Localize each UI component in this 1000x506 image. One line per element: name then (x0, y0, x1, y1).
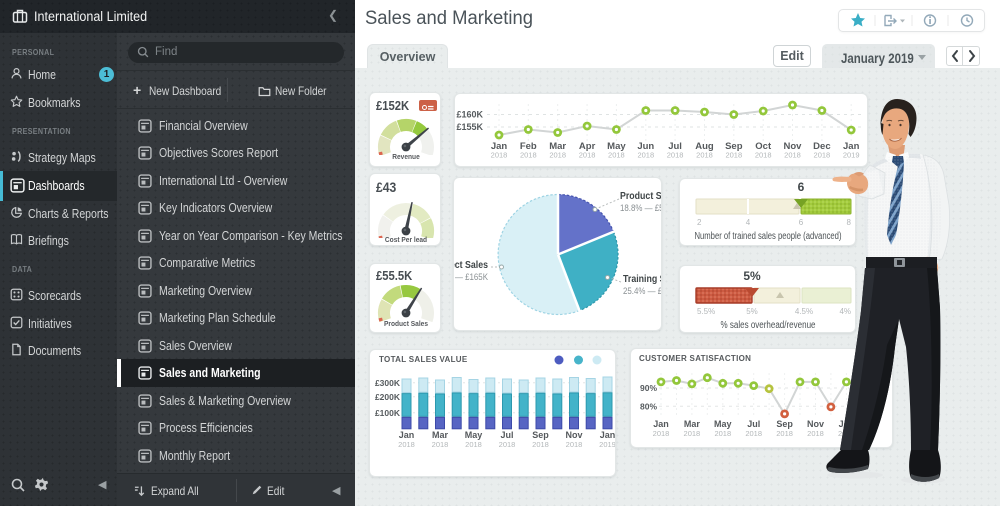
svg-text:May: May (607, 141, 626, 152)
svg-text:5.5%: 5.5% (697, 307, 715, 316)
svg-text:£160K: £160K (456, 110, 483, 120)
svg-text:May: May (714, 419, 732, 429)
svg-text:Nov: Nov (784, 141, 803, 152)
svg-text:5%: 5% (746, 307, 758, 316)
svg-text:2018: 2018 (465, 440, 482, 449)
svg-text:Apr: Apr (579, 141, 596, 152)
svg-text:Nov: Nov (565, 430, 582, 440)
svg-text:£155K: £155K (456, 122, 483, 132)
svg-text:2018: 2018 (532, 440, 549, 449)
svg-text:4%: 4% (839, 307, 851, 316)
svg-text:Dec: Dec (813, 141, 830, 152)
svg-text:2018: 2018 (653, 429, 670, 438)
svg-text:Jan: Jan (491, 141, 508, 152)
svg-text:2018: 2018 (520, 151, 537, 160)
svg-text:4: 4 (746, 218, 751, 227)
svg-text:2019: 2019 (599, 440, 616, 449)
svg-text:5%: 5% (743, 269, 761, 283)
svg-text:6: 6 (798, 180, 805, 194)
svg-text:2018: 2018 (696, 151, 713, 160)
svg-text:2: 2 (697, 218, 702, 227)
svg-text:2018: 2018 (499, 440, 516, 449)
svg-text:Aug: Aug (695, 141, 714, 152)
svg-text:Jun: Jun (637, 141, 654, 152)
svg-text:90%: 90% (640, 383, 657, 393)
svg-text:% sales overhead/revenue: % sales overhead/revenue (721, 320, 816, 331)
svg-text:8: 8 (847, 218, 852, 227)
svg-text:£300K: £300K (375, 378, 401, 388)
svg-text:Mar: Mar (432, 430, 449, 440)
svg-text:2018: 2018 (398, 440, 415, 449)
svg-text:Sep: Sep (776, 419, 793, 429)
svg-text:80%: 80% (640, 401, 657, 411)
svg-text:2018: 2018 (784, 151, 801, 160)
svg-text:2018: 2018 (491, 151, 508, 160)
svg-text:2018: 2018 (579, 151, 596, 160)
svg-text:2018: 2018 (714, 429, 731, 438)
svg-text:Sep: Sep (725, 141, 743, 152)
svg-text:2018: 2018 (807, 429, 824, 438)
svg-text:2018: 2018 (776, 429, 793, 438)
svg-text:Jan: Jan (600, 430, 616, 440)
svg-text:2019: 2019 (843, 151, 860, 160)
svg-text:Sep: Sep (532, 430, 549, 440)
svg-text:£100K: £100K (375, 408, 401, 418)
svg-text:2018: 2018 (667, 151, 684, 160)
svg-text:Feb: Feb (520, 141, 537, 152)
svg-text:2018: 2018 (814, 151, 831, 160)
svg-text:May: May (465, 430, 483, 440)
svg-text:2018: 2018 (566, 440, 583, 449)
svg-text:Jul: Jul (747, 419, 760, 429)
svg-text:2018: 2018 (549, 151, 566, 160)
svg-text:Mar: Mar (684, 419, 701, 429)
svg-text:2018: 2018 (608, 151, 625, 160)
svg-text:6: 6 (799, 218, 804, 227)
svg-text:£200K: £200K (375, 392, 401, 402)
svg-text:2018: 2018 (684, 429, 701, 438)
svg-text:Oct: Oct (755, 141, 772, 152)
svg-text:Jan: Jan (399, 430, 415, 440)
svg-text:4.5%: 4.5% (795, 307, 813, 316)
svg-text:2018: 2018 (725, 151, 742, 160)
svg-text:Jul: Jul (668, 141, 682, 152)
svg-text:2018: 2018 (637, 151, 654, 160)
svg-text:2018: 2018 (755, 151, 772, 160)
svg-text:Jan: Jan (653, 419, 669, 429)
svg-text:Nov: Nov (807, 419, 824, 429)
svg-text:Jan: Jan (843, 141, 860, 152)
svg-text:Jul: Jul (500, 430, 513, 440)
svg-text:2018: 2018 (745, 429, 762, 438)
svg-text:2018: 2018 (432, 440, 449, 449)
svg-text:Number of trained sales people: Number of trained sales people (advanced… (695, 231, 842, 242)
svg-text:Mar: Mar (549, 141, 566, 152)
